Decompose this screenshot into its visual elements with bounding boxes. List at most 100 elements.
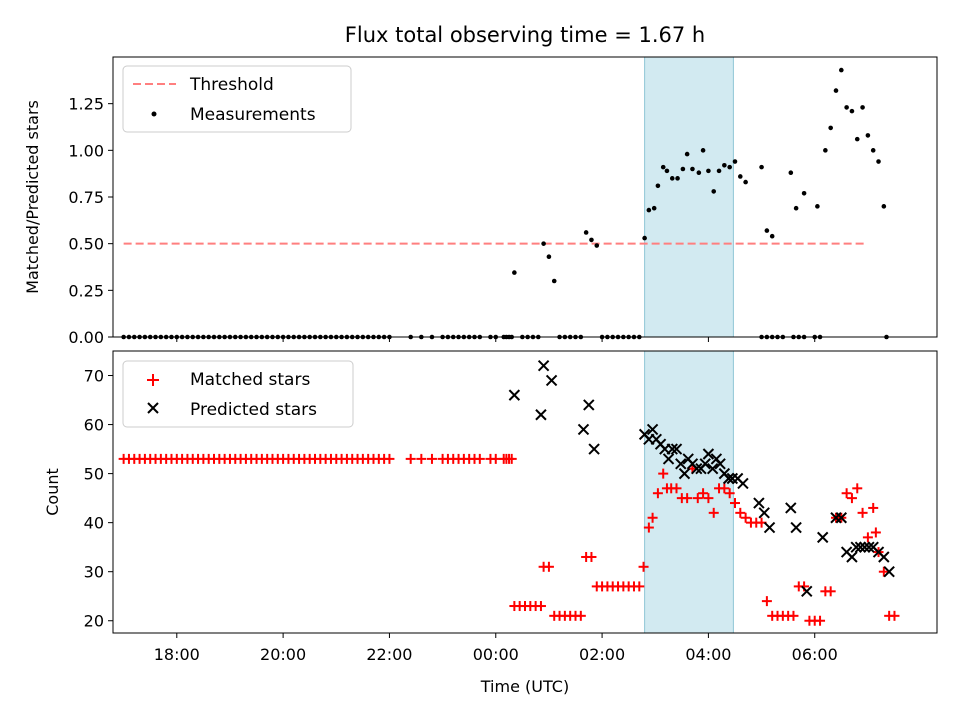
matched-star-point <box>735 507 746 518</box>
predicted-star-point <box>816 531 829 544</box>
measurement-point <box>669 176 675 181</box>
predicted-star-point <box>753 497 765 509</box>
measurement-point <box>583 230 589 235</box>
matched-star-point <box>788 610 799 621</box>
matched-star-point <box>878 566 889 577</box>
measurement-point <box>594 243 600 248</box>
matched-star-point <box>543 561 554 572</box>
measurement-point <box>828 125 833 131</box>
measurement-point <box>823 148 828 153</box>
x-tick-label: 04:00 <box>685 645 731 664</box>
predicted-star-point <box>858 541 871 553</box>
measurement-point <box>815 204 820 209</box>
y-tick-label: 1.00 <box>68 141 104 160</box>
predicted-star-point <box>722 472 735 485</box>
legend-predicted-label: Predicted stars <box>190 400 317 420</box>
matched-star-point <box>841 488 852 499</box>
x-tick-label: 06:00 <box>792 645 838 664</box>
matched-star-point <box>652 488 663 499</box>
measurement-point <box>684 151 690 157</box>
predicted-star-point <box>508 389 521 401</box>
y-tick-label: 0.00 <box>68 328 104 347</box>
measurement-point <box>870 148 876 153</box>
measurement-point <box>722 162 727 168</box>
matched-star-point <box>416 453 427 464</box>
predicted-star-point <box>670 443 683 455</box>
x-tick-label: 20:00 <box>260 645 306 664</box>
predicted-star-point <box>545 374 558 387</box>
measurement-point <box>854 136 860 142</box>
y-tick-label: 1.25 <box>68 95 104 114</box>
measurement-point <box>865 133 871 138</box>
measurement-point <box>876 159 881 164</box>
matched-star-point <box>870 527 881 538</box>
measurement-point <box>801 190 807 196</box>
predicted-star-point <box>537 360 550 372</box>
measurement-point <box>664 168 670 174</box>
measurement-point <box>839 67 844 73</box>
measurement-point <box>551 278 557 284</box>
x-tick-label: 22:00 <box>366 645 412 664</box>
x-tick-label: 18:00 <box>154 645 200 664</box>
bottom-axes-frame <box>112 350 938 634</box>
predicted-star-point <box>846 551 858 563</box>
predicted-star-point <box>758 507 770 519</box>
measurement-point <box>711 189 717 194</box>
bottom-y-axis-label: Count <box>43 468 62 516</box>
matched-star-point <box>857 507 868 518</box>
bottom-panel: 20 30 40 50 60 70 18:00 20:00 22:00 00:00 02:00 04… <box>43 350 938 696</box>
y-tick-label: 70 <box>84 367 104 386</box>
measurement-point <box>696 170 702 176</box>
y-tick-label: 50 <box>84 465 104 484</box>
predicted-star-point <box>763 521 776 534</box>
predicted-star-point <box>675 458 687 470</box>
top-axes-frame <box>112 56 938 338</box>
predicted-star-point <box>583 399 595 411</box>
top-x-ticks <box>176 337 816 342</box>
legend-threshold-label: Threshold <box>189 75 274 95</box>
predicted-star-point <box>737 477 749 490</box>
matched-star-point <box>474 453 485 464</box>
measurement-point <box>833 88 839 93</box>
measurement-point <box>512 270 517 275</box>
matched-star-point <box>426 453 437 464</box>
matched-star-point <box>729 498 740 509</box>
x-tick-label: 00:00 <box>473 645 519 664</box>
matched-star-point <box>643 522 654 533</box>
matched-star-point <box>671 483 682 494</box>
measurement-point <box>743 179 748 185</box>
legend-matched-label: Matched stars <box>190 370 310 390</box>
matched-star-point <box>682 493 693 504</box>
legend-measurements-label: Measurements <box>190 105 316 125</box>
matched-star-point <box>846 493 857 504</box>
measurement-point <box>680 166 686 172</box>
matched-star-point <box>719 483 730 494</box>
bottom-x-ticks: 18:00 20:00 22:00 00:00 02:00 04:00 06:00 <box>154 633 838 664</box>
matched-star-point <box>506 453 517 464</box>
measurement-point <box>546 254 552 260</box>
measurement-point <box>651 205 657 211</box>
predicted-star-point <box>835 512 848 524</box>
matched-star-point <box>825 586 836 597</box>
bottom-x-axis-label: Time (UTC) <box>480 677 569 696</box>
matched-star-point <box>708 507 719 518</box>
matched-star-point <box>724 488 735 499</box>
predicted-star-point <box>883 565 895 578</box>
bottom-marks <box>118 360 900 626</box>
predicted-star-point <box>678 467 691 480</box>
measurement-point <box>706 168 711 174</box>
measurement-point <box>646 207 652 213</box>
predicted-star-point <box>699 458 711 470</box>
measurement-point <box>881 204 887 209</box>
predicted-star-point <box>714 458 726 470</box>
predicted-star-point <box>662 453 675 465</box>
y-tick-label: 30 <box>84 563 104 582</box>
y-tick-label: 0.75 <box>68 188 104 207</box>
measurement-point <box>727 164 732 170</box>
measurement-point <box>769 233 775 239</box>
bottom-y-ticks: 20 30 40 50 60 70 <box>84 367 113 631</box>
predicted-star-point <box>878 551 890 563</box>
predicted-star-point <box>691 462 703 475</box>
measurement-point <box>716 168 722 174</box>
predicted-star-point <box>588 443 600 455</box>
